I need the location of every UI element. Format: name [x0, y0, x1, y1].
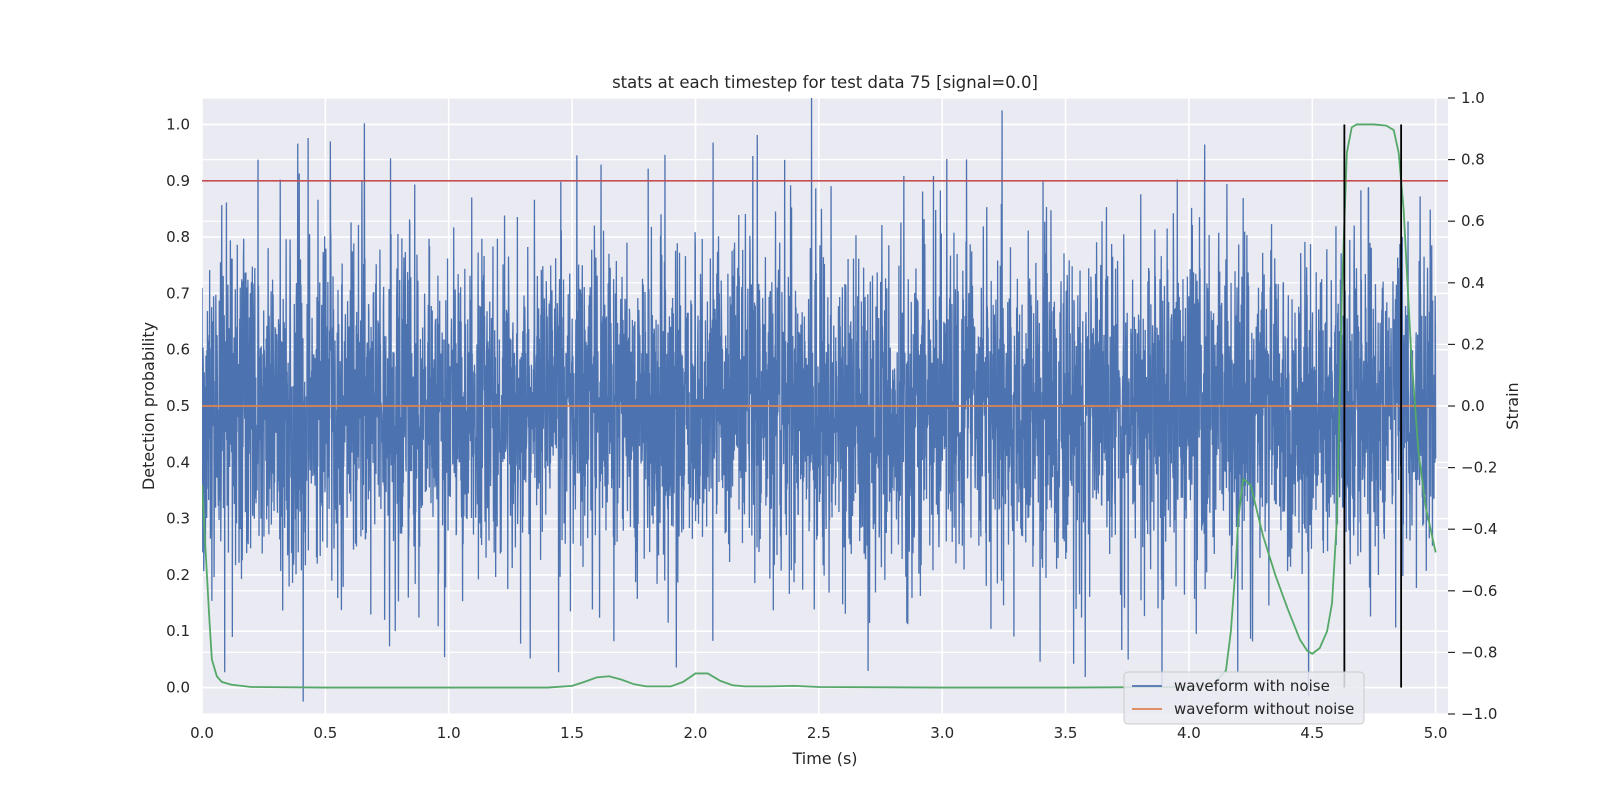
y-tick-label: 0.2 [166, 566, 190, 584]
y-tick-label: 0.5 [166, 397, 190, 415]
x-tick-label: 2.0 [684, 724, 708, 742]
x-axis-label: Time (s) [791, 749, 857, 768]
x-tick-label: 3.0 [930, 724, 954, 742]
axes: 0.0 0.5 1.0 1.5 2.0 2.5 3.0 3.5 4.0 4.5 5.0 0.0 0.1 0… [166, 89, 1497, 742]
plot-area [202, 98, 1448, 702]
x-tick-label: 4.5 [1300, 724, 1324, 742]
y2-tick-label: 1.0 [1461, 89, 1485, 107]
x-tick-label: 0.5 [313, 724, 337, 742]
y-tick-label: 0.9 [166, 172, 190, 190]
y-axis-label: Detection probability [139, 322, 158, 490]
x-tick-label: 2.5 [807, 724, 831, 742]
y-tick-label: 0.0 [166, 679, 190, 697]
y2-tick-label: −0.6 [1461, 582, 1497, 600]
y2-tick-label: 0.0 [1461, 397, 1485, 415]
y2-tick-label: −0.4 [1461, 520, 1497, 538]
series-line-waveform-with-noise [202, 98, 1437, 702]
y2-tick-label: 0.8 [1461, 151, 1485, 169]
y2-tick-label: −1.0 [1461, 705, 1497, 723]
y2-tick-label: 0.4 [1461, 274, 1485, 292]
legend-label: waveform without noise [1174, 700, 1354, 718]
x-tick-label: 1.0 [437, 724, 461, 742]
y2-tick-label: 0.2 [1461, 335, 1485, 353]
x-tick-label: 3.5 [1054, 724, 1078, 742]
legend: waveform with noise waveform without nois… [1123, 671, 1365, 725]
y-tick-label: 0.8 [166, 228, 190, 246]
y-tick-label: 0.3 [166, 510, 190, 528]
y-tick-label: 0.4 [166, 453, 190, 471]
y2-axis-label: Strain [1503, 382, 1522, 429]
x-tick-label: 4.0 [1177, 724, 1201, 742]
plot-clipped-group [202, 98, 1448, 702]
y2-tick-label: −0.8 [1461, 643, 1497, 661]
y2-tick-label: −0.2 [1461, 459, 1497, 477]
chart-title: stats at each timestep for test data 75 … [612, 73, 1038, 92]
y-tick-label: 0.6 [166, 341, 190, 359]
y-tick-label: 0.7 [166, 284, 190, 302]
y-tick-label: 1.0 [166, 115, 190, 133]
legend-box [1123, 671, 1365, 725]
x-tick-label: 1.5 [560, 724, 584, 742]
y-tick-label: 0.1 [166, 622, 190, 640]
x-tick-label: 0.0 [190, 724, 214, 742]
y2-tick-label: 0.6 [1461, 212, 1485, 230]
x-tick-label: 5.0 [1424, 724, 1448, 742]
legend-label: waveform with noise [1174, 677, 1330, 695]
